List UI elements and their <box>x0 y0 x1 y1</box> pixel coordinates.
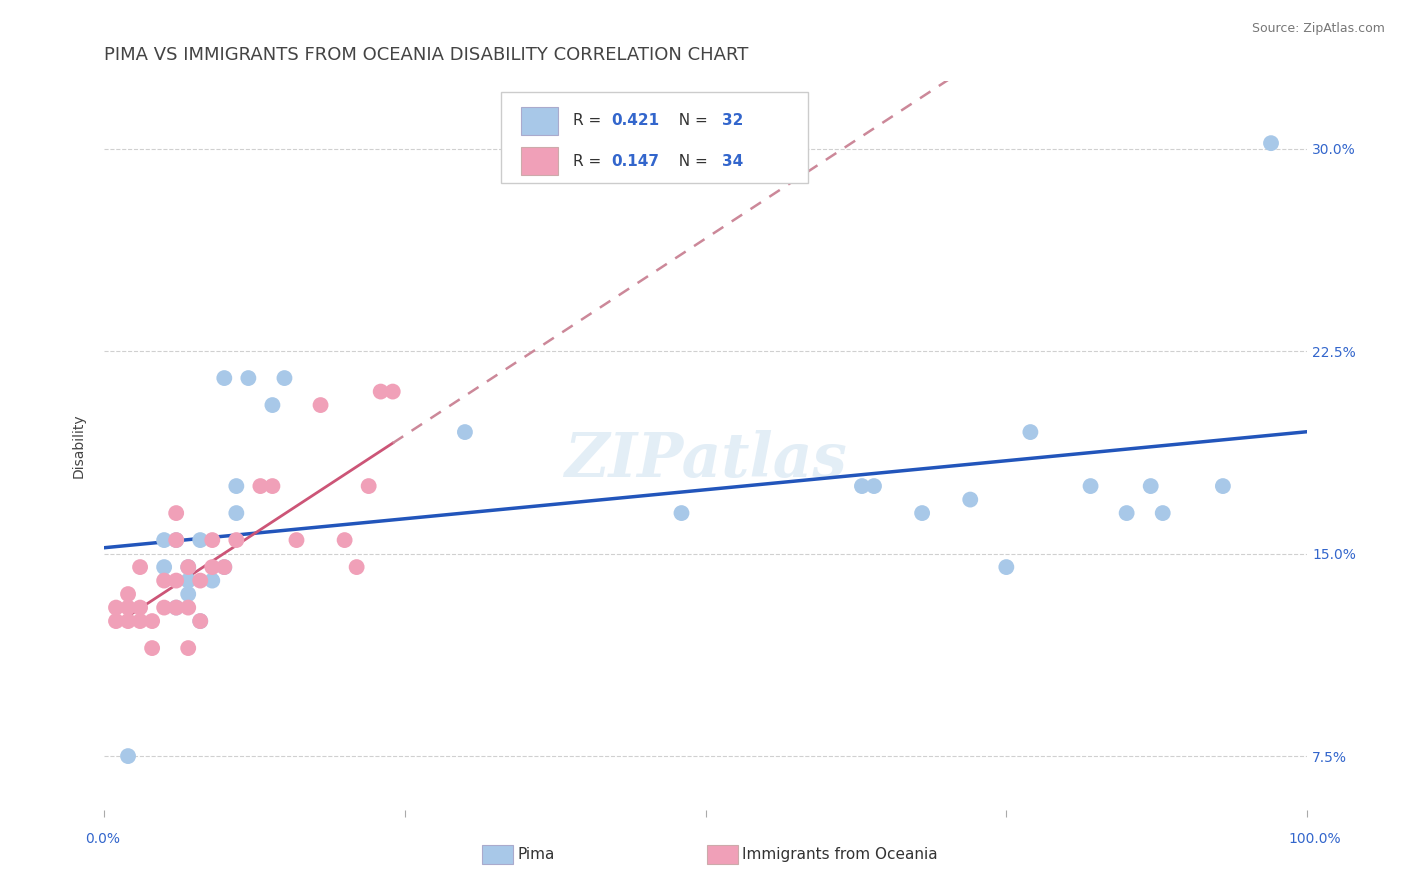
Point <box>225 506 247 520</box>
Point <box>105 600 128 615</box>
Point <box>141 614 163 628</box>
Point <box>105 614 128 628</box>
Point <box>262 398 284 412</box>
Point <box>1260 136 1282 150</box>
Point <box>214 560 236 574</box>
Point <box>165 533 187 547</box>
Point <box>273 371 295 385</box>
Point <box>333 533 356 547</box>
Point <box>1152 506 1174 520</box>
Point <box>201 560 224 574</box>
Point <box>357 479 380 493</box>
Y-axis label: Disability: Disability <box>72 413 86 478</box>
Point <box>851 479 873 493</box>
FancyBboxPatch shape <box>522 147 558 175</box>
Point <box>117 749 139 764</box>
Text: ZIPatlas: ZIPatlas <box>564 430 846 491</box>
Point <box>153 600 176 615</box>
Text: Immigrants from Oceania: Immigrants from Oceania <box>742 847 938 862</box>
Point <box>225 533 247 547</box>
Point <box>671 506 693 520</box>
Point <box>346 560 368 574</box>
Point <box>117 587 139 601</box>
Point <box>165 600 187 615</box>
Point <box>262 479 284 493</box>
Point <box>188 574 211 588</box>
Text: R =: R = <box>574 153 606 169</box>
Point <box>153 533 176 547</box>
Text: 100.0%: 100.0% <box>1288 832 1341 846</box>
Point <box>165 506 187 520</box>
Point <box>129 600 152 615</box>
Point <box>285 533 308 547</box>
Point <box>1019 425 1042 439</box>
Point <box>309 398 332 412</box>
Text: R =: R = <box>574 113 606 128</box>
Point <box>177 560 200 574</box>
Point <box>959 492 981 507</box>
Text: PIMA VS IMMIGRANTS FROM OCEANIA DISABILITY CORRELATION CHART: PIMA VS IMMIGRANTS FROM OCEANIA DISABILI… <box>104 46 748 64</box>
Text: Pima: Pima <box>517 847 555 862</box>
Text: Source: ZipAtlas.com: Source: ZipAtlas.com <box>1251 22 1385 36</box>
Point <box>129 560 152 574</box>
Point <box>911 506 934 520</box>
Point <box>238 371 260 385</box>
Text: N =: N = <box>669 153 713 169</box>
Point <box>1115 506 1137 520</box>
Point <box>177 560 200 574</box>
Point <box>177 600 200 615</box>
Point <box>188 614 211 628</box>
Point <box>117 600 139 615</box>
Point <box>370 384 392 399</box>
Point <box>201 533 224 547</box>
Point <box>214 560 236 574</box>
Point <box>454 425 477 439</box>
Point <box>1080 479 1102 493</box>
Point <box>381 384 404 399</box>
Text: 0.421: 0.421 <box>612 113 659 128</box>
Point <box>1212 479 1234 493</box>
Point <box>201 574 224 588</box>
Text: 32: 32 <box>723 113 744 128</box>
Point <box>1139 479 1161 493</box>
Point <box>188 614 211 628</box>
Point <box>188 533 211 547</box>
Point <box>177 587 200 601</box>
Point <box>153 574 176 588</box>
Point <box>214 371 236 385</box>
Point <box>177 574 200 588</box>
Point <box>165 600 187 615</box>
Point <box>129 614 152 628</box>
Point <box>141 641 163 656</box>
FancyBboxPatch shape <box>501 92 808 183</box>
Point <box>995 560 1018 574</box>
Point <box>225 479 247 493</box>
FancyBboxPatch shape <box>522 107 558 135</box>
Point <box>177 641 200 656</box>
Point <box>117 614 139 628</box>
Point <box>249 479 271 493</box>
Point <box>165 533 187 547</box>
Text: 34: 34 <box>723 153 744 169</box>
Text: 0.147: 0.147 <box>612 153 659 169</box>
Point <box>863 479 886 493</box>
Point <box>153 560 176 574</box>
Text: 0.0%: 0.0% <box>86 832 120 846</box>
Point <box>165 574 187 588</box>
Text: N =: N = <box>669 113 713 128</box>
